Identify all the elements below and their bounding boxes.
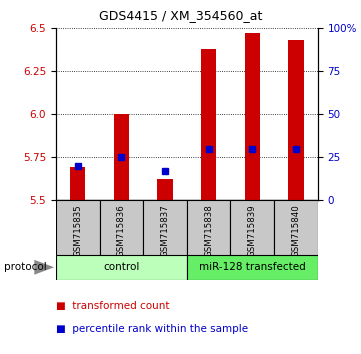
Bar (100, 200, 143, 255)
Bar (245, 34, 260, 200)
Text: GSM715836: GSM715836 (117, 204, 126, 257)
Bar (56, 255, 187, 280)
Text: GSM715837: GSM715837 (161, 204, 170, 257)
Text: GSM715840: GSM715840 (291, 204, 300, 257)
Text: GSM715835: GSM715835 (73, 204, 82, 257)
Text: GSM715838: GSM715838 (204, 204, 213, 257)
Bar (143, 200, 187, 255)
Bar (274, 200, 318, 255)
Bar (187, 255, 318, 280)
Bar (288, 40, 304, 200)
Text: protocol: protocol (4, 262, 46, 272)
Bar (56, 200, 100, 255)
Bar (230, 200, 274, 255)
Bar (157, 179, 173, 200)
Text: ■  percentile rank within the sample: ■ percentile rank within the sample (56, 324, 248, 334)
Text: GDS4415 / XM_354560_at: GDS4415 / XM_354560_at (99, 9, 262, 22)
Text: miR-128 transfected: miR-128 transfected (199, 262, 306, 272)
Bar (187, 200, 230, 255)
Bar (114, 114, 129, 200)
Text: GSM715839: GSM715839 (248, 204, 257, 257)
Bar (70, 167, 86, 200)
Bar (201, 49, 216, 200)
Text: ■  transformed count: ■ transformed count (56, 301, 169, 311)
Text: control: control (103, 262, 140, 272)
Polygon shape (34, 260, 54, 275)
